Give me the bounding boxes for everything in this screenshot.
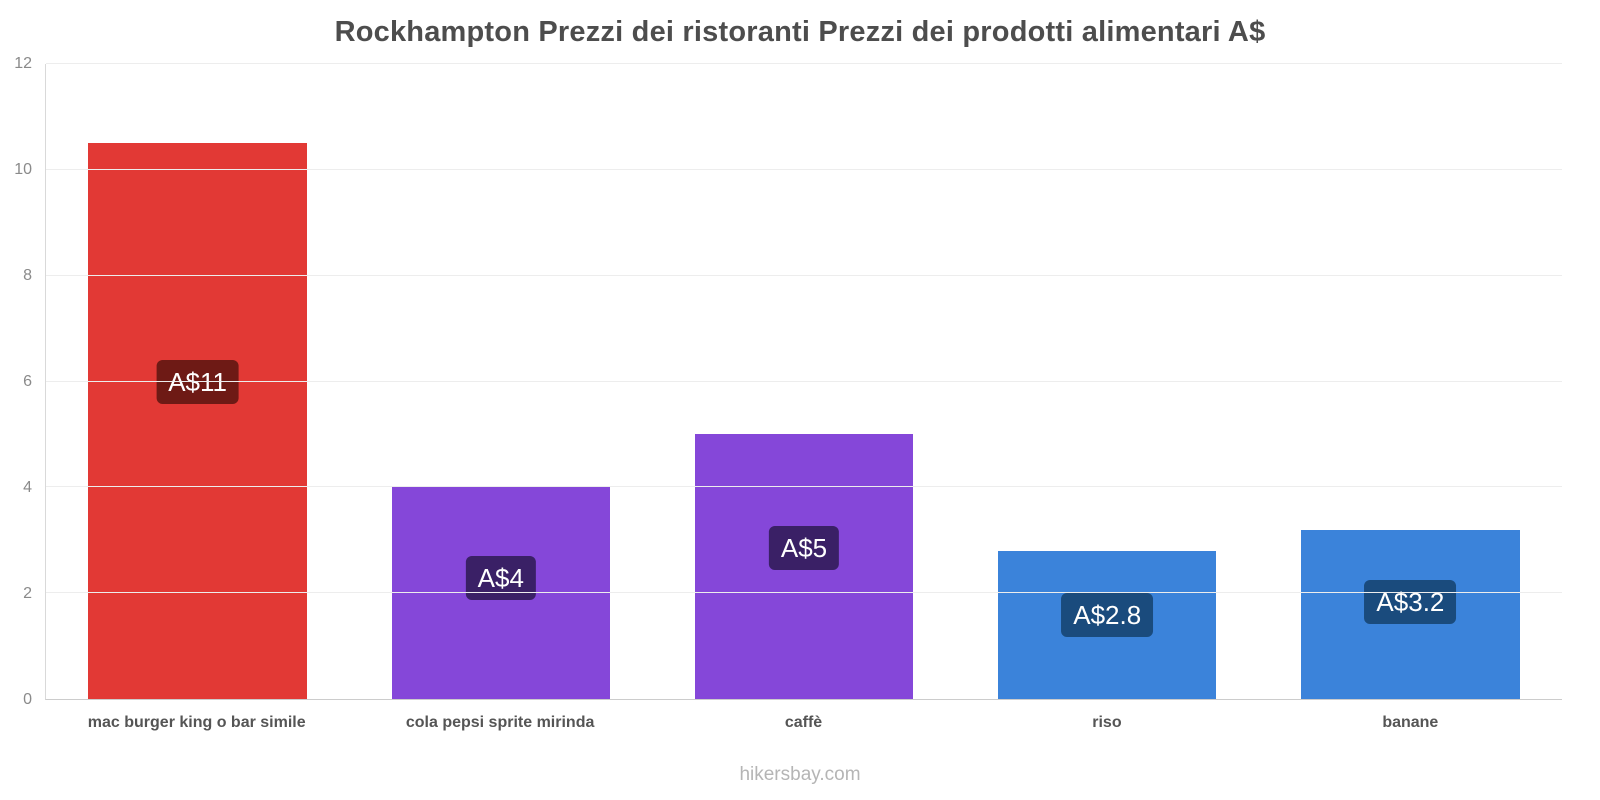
x-axis-label: cola pepsi sprite mirinda (405, 714, 595, 731)
bar-slot: A$11 (46, 64, 349, 699)
y-tick-label: 12 (14, 55, 32, 72)
x-axis-label: banane (1382, 714, 1439, 731)
gridline (46, 168, 1562, 170)
bar: A$11 (88, 143, 307, 699)
gridline (46, 274, 1562, 276)
y-tick-label: 2 (23, 585, 32, 602)
y-tick-label: 0 (23, 691, 32, 708)
gridline (46, 486, 1562, 488)
gridline (46, 63, 1562, 64)
bar: A$5 (694, 434, 914, 699)
bar-slot: A$4 (349, 64, 652, 699)
gridline (46, 380, 1562, 382)
y-tick-label: 6 (23, 373, 32, 390)
bar-value-label: A$11 (156, 360, 239, 405)
y-axis: 0 2 4 6 8 10 12 (0, 55, 40, 708)
x-axis-label: caffè (784, 714, 823, 731)
bar-value-label: A$3.2 (1364, 580, 1457, 625)
bar-slot: A$3.2 (1259, 64, 1562, 699)
bar: A$3.2 (1301, 529, 1520, 699)
bar-slot: A$2.8 (956, 64, 1259, 699)
bar-slot: A$5 (652, 64, 955, 699)
y-tick-label: 4 (23, 479, 32, 496)
y-tick-label: 8 (23, 267, 32, 284)
bar-value-label: A$5 (768, 526, 840, 571)
y-tick-label: 10 (14, 161, 32, 178)
bar: A$2.8 (998, 550, 1217, 699)
x-axis-label: riso (1092, 714, 1122, 731)
x-axis-label: mac burger king o bar simile (87, 714, 306, 731)
gridline (46, 592, 1562, 594)
bars-container: A$11 A$4 A$5 A$2.8 A$3.2 (46, 64, 1562, 699)
x-axis: mac burger king o bar simile cola pepsi s… (45, 706, 1562, 732)
chart-title: Rockhampton Prezzi dei ristoranti Prezzi… (334, 16, 1266, 48)
bar-value-label: A$2.8 (1061, 592, 1154, 637)
plot-area: A$11 A$4 A$5 A$2.8 A$3.2 (45, 63, 1562, 700)
footer-credit: hikersbay.com (739, 764, 861, 785)
